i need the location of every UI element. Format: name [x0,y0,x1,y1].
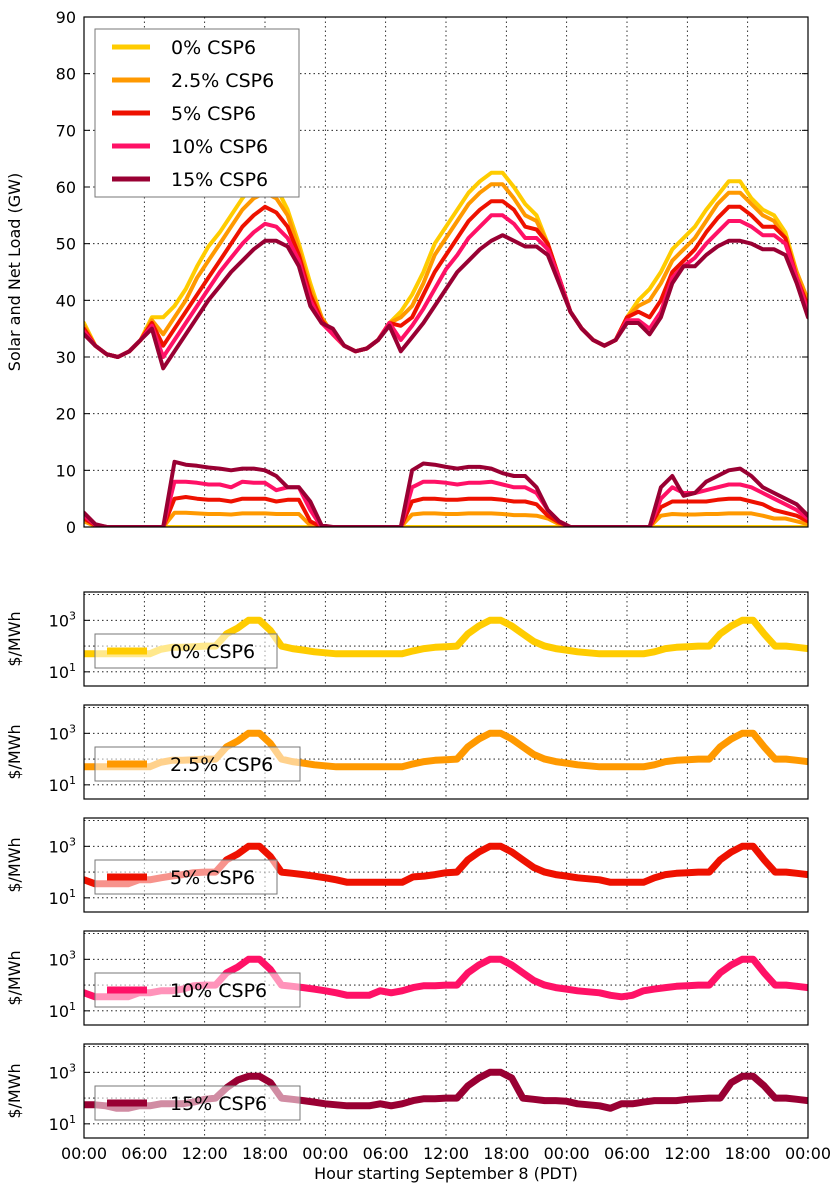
price-ytick-label: 101 [49,774,76,795]
price-panel: 101 103 10% CSP6 $/MWh [5,930,809,1026]
legend-label: 2.5% CSP6 [171,70,274,92]
x-axis: 00:00 06:00 12:00 18:00 00:00 06:00 12:00 18:00… [61,1144,831,1183]
price-legend: 2.5% CSP6 [94,746,301,782]
top-ytick-label: 70 [56,121,76,140]
top-panel: 0 10 20 30 40 50 60 70 80 90 0% CSP6 2.5% CSP6 5% CS… [5,8,809,537]
price-ytick-label: 103 [49,722,76,743]
price-panel: 101 103 5% CSP6 $/MWh [5,817,809,913]
top-ytick-label: 0 [66,518,76,537]
legend-label: 5% CSP6 [171,103,256,125]
price-ytick-label: 103 [49,948,76,969]
price-frame [83,704,809,800]
price-ylabel: $/MWh [5,950,24,1005]
top-ytick-label: 30 [56,348,76,367]
price-frame [83,930,809,1026]
net-load-line [84,170,808,359]
top-ytick-label: 10 [56,461,76,480]
price-legend: 10% CSP6 [94,972,301,1008]
price-legend: 0% CSP6 [94,633,278,669]
price-frame [83,591,809,687]
top-ytick-label: 90 [56,8,76,27]
price-legend-label: 10% CSP6 [170,980,267,1002]
price-ytick-label: 103 [49,609,76,630]
price-ytick-label: 101 [49,1113,76,1134]
price-ytick-label: 103 [49,835,76,856]
x-tick-label: 00:00 [544,1144,590,1163]
price-legend-label: 2.5% CSP6 [170,754,273,776]
price-ylabel: $/MWh [5,837,24,892]
legend-label: 15% CSP6 [171,169,268,191]
price-panel: 101 103 0% CSP6 $/MWh [5,591,809,687]
price-ylabel: $/MWh [5,1063,24,1118]
solar-line [84,510,808,527]
price-ylabel: $/MWh [5,611,24,666]
price-legend: 5% CSP6 [94,859,278,895]
price-frame [83,1043,809,1139]
x-tick-label: 12:00 [664,1144,710,1163]
x-tick-label: 06:00 [363,1144,409,1163]
top-frame [83,16,809,528]
x-tick-label: 12:00 [423,1144,469,1163]
x-axis-label: Hour starting September 8 (PDT) [314,1164,578,1183]
top-ytick-label: 80 [56,65,76,84]
x-tick-label: 00:00 [785,1144,831,1163]
price-frame [83,817,809,913]
top-ytick-label: 20 [56,405,76,424]
solar-line [84,495,808,527]
x-tick-label: 18:00 [725,1144,771,1163]
price-legend: 15% CSP6 [94,1085,301,1121]
price-legend-label: 5% CSP6 [170,867,255,889]
net-load-line [84,213,808,359]
price-legend-label: 0% CSP6 [170,641,255,663]
price-legend-label: 15% CSP6 [170,1093,267,1115]
price-panel: 101 103 2.5% CSP6 $/MWh [5,704,809,800]
top-ylabel: Solar and Net Load (GW) [5,173,24,371]
net-load-line [84,233,808,371]
price-ytick-label: 101 [49,1000,76,1021]
solar-line [84,459,808,527]
top-legend: 0% CSP6 2.5% CSP6 5% CSP6 10% CSP6 15% CSP6 [94,28,300,198]
top-ytick-label: 50 [56,235,76,254]
price-legend-box [94,972,301,1008]
x-tick-label: 00:00 [61,1144,107,1163]
price-ylabel: $/MWh [5,724,24,779]
legend-label: 10% CSP6 [171,136,268,158]
x-tick-label: 18:00 [483,1144,529,1163]
price-ytick-label: 101 [49,887,76,908]
price-ytick-label: 103 [49,1061,76,1082]
price-ytick-label: 101 [49,661,76,682]
top-ytick-label: 60 [56,178,76,197]
x-tick-label: 12:00 [182,1144,228,1163]
x-tick-label: 00:00 [302,1144,348,1163]
top-ytick-label: 40 [56,291,76,310]
legend-label: 0% CSP6 [171,37,256,59]
net-load-line [84,199,808,359]
price-panel: 101 103 15% CSP6 $/MWh [5,1043,809,1139]
x-tick-label: 06:00 [121,1144,167,1163]
top-series-group [84,170,808,527]
net-load-line [84,182,808,359]
x-tick-label: 06:00 [604,1144,650,1163]
x-tick-label: 18:00 [242,1144,288,1163]
